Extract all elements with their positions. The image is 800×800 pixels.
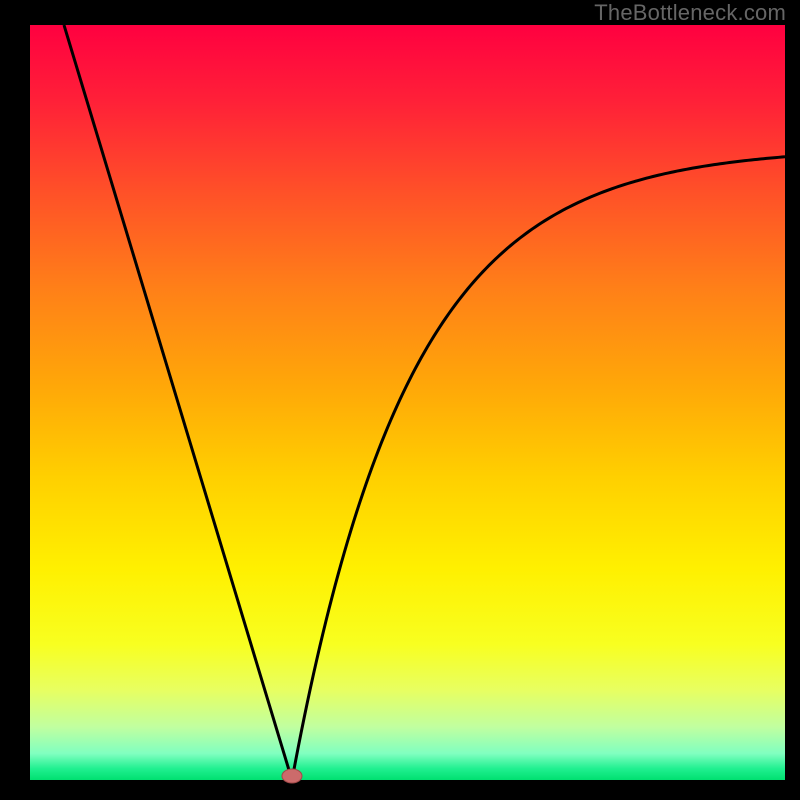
chart-canvas: TheBottleneck.com [0, 0, 800, 800]
plot-area [30, 25, 785, 780]
chart-svg [0, 0, 800, 800]
optimum-marker [282, 769, 302, 783]
watermark-text: TheBottleneck.com [594, 0, 786, 26]
